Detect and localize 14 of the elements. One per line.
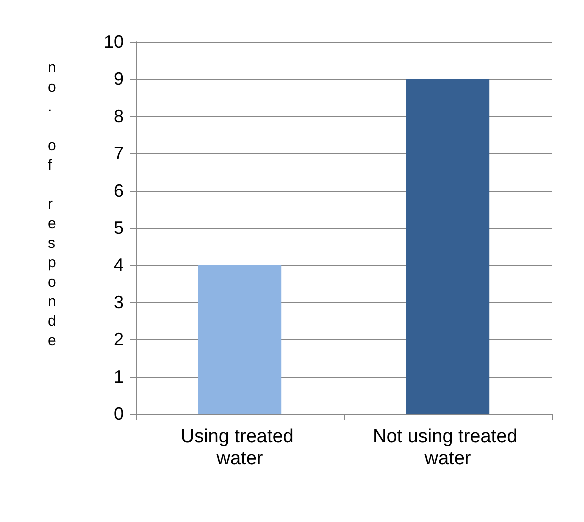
y-tick-label: 5 — [114, 218, 124, 238]
y-tick-label: 9 — [114, 69, 124, 90]
y-tick-label: 2 — [114, 330, 124, 350]
y-tick-label: 3 — [114, 292, 124, 312]
y-tick-label: 6 — [114, 180, 124, 201]
y-tick-label: 7 — [114, 144, 124, 164]
text: no. of responde — [48, 59, 56, 350]
y-tick-label: 10 — [104, 32, 124, 52]
y-tick-label: 1 — [114, 366, 124, 387]
y-tick-label: 8 — [114, 106, 124, 126]
x-tick-label: Not using treated water — [373, 426, 523, 470]
y-tick-label: 0 — [114, 404, 124, 424]
x-tick-label: Using treated water — [180, 426, 300, 470]
y-tick-label: 4 — [114, 255, 124, 276]
